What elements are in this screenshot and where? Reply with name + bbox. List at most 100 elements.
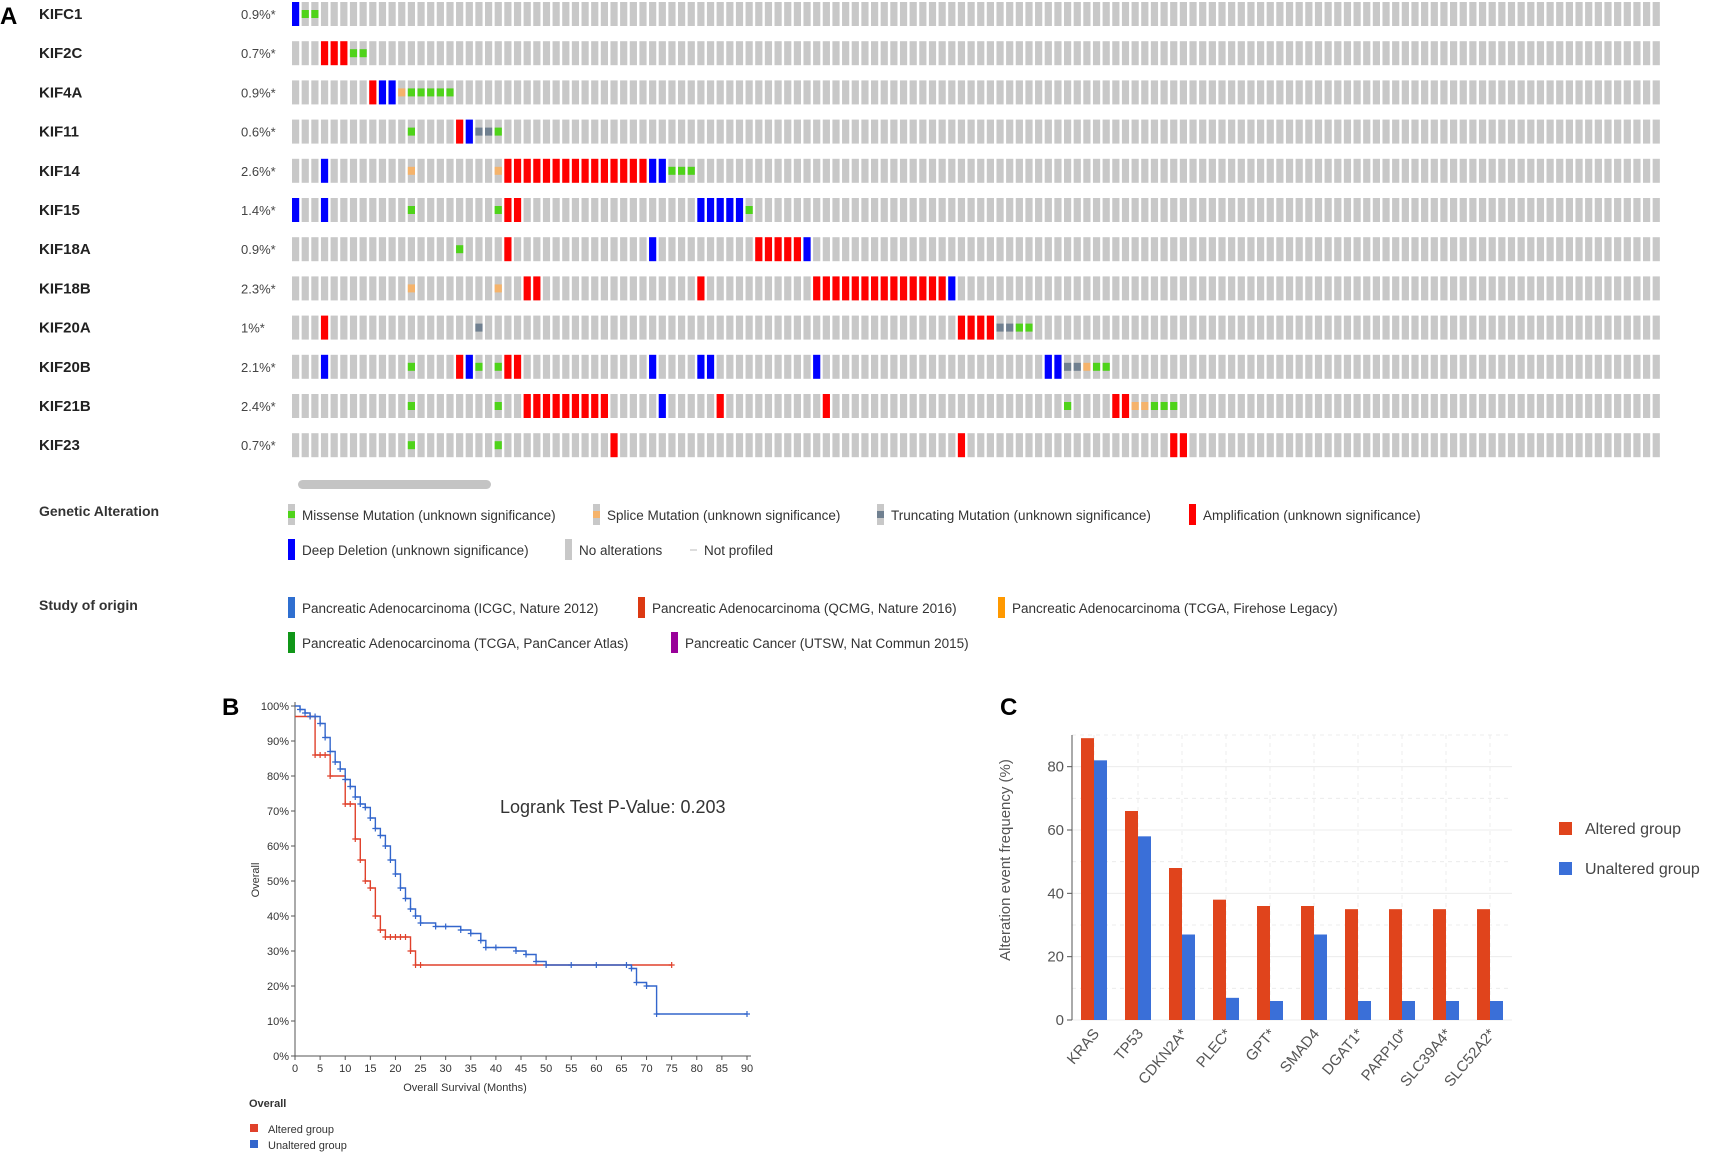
- onco-cell: [938, 433, 946, 458]
- onco-cell: [1334, 276, 1342, 301]
- onco-cell: [1083, 237, 1091, 262]
- genetic-alteration-legend: Genetic Alteration Missense Mutation (un…: [39, 503, 1421, 560]
- onco-cell: [1170, 158, 1178, 183]
- onco-cell: [1411, 433, 1419, 458]
- km-x-tick-label: 15: [364, 1063, 376, 1075]
- onco-cell: [1585, 198, 1593, 222]
- onco-cell: [1305, 276, 1313, 301]
- km-censor-mark: [407, 906, 414, 912]
- onco-cell: [899, 2, 908, 26]
- bar-category-label: GPT*: [1242, 1026, 1279, 1065]
- onco-cell: [629, 119, 637, 144]
- onco-cell: [803, 198, 811, 222]
- onco-cell: [417, 394, 425, 418]
- onco-cell: [726, 433, 734, 458]
- onco-cell: [1507, 158, 1516, 183]
- onco-cell: [340, 237, 348, 262]
- onco-cell: [552, 80, 560, 105]
- onco-cell: [1150, 80, 1159, 105]
- onco-cell: [417, 119, 425, 144]
- onco-cell: [793, 198, 801, 222]
- km-censor-mark: [387, 857, 394, 863]
- onco-cell: [1488, 276, 1496, 301]
- onco-cell: [1643, 276, 1651, 301]
- km-censor-mark: [367, 815, 374, 821]
- legend-study-1-label: Pancreatic Adenocarcinoma (ICGC, Nature …: [302, 601, 598, 616]
- onco-cell: [1363, 315, 1371, 340]
- km-x-tick-label: 60: [590, 1063, 602, 1075]
- onco-cell: [1430, 354, 1438, 379]
- onco-mark-truncating: [1064, 362, 1072, 371]
- onco-cell-amplification: [639, 158, 647, 183]
- onco-cell: [803, 80, 811, 105]
- onco-cell-amplification: [784, 237, 792, 262]
- onco-cell-amplification: [909, 276, 917, 301]
- onco-cell: [649, 41, 657, 66]
- onco-cell: [1025, 198, 1033, 222]
- onco-cell: [1314, 80, 1323, 105]
- onco-cell: [1218, 237, 1226, 262]
- onco-cell: [1575, 315, 1583, 340]
- onco-cell: [1218, 2, 1226, 26]
- onco-cell: [485, 276, 493, 301]
- onco-cell: [301, 119, 309, 144]
- onco-cell: [1324, 315, 1332, 340]
- onco-cell: [1430, 158, 1438, 183]
- onco-cell: [1006, 119, 1014, 144]
- onco-cell-amplification: [967, 315, 975, 340]
- onco-cell: [880, 198, 888, 222]
- onco-cell: [1556, 276, 1564, 301]
- onco-cell: [1633, 354, 1641, 379]
- onco-cell: [1237, 433, 1245, 458]
- onco-cell: [890, 237, 898, 262]
- onco-cell: [504, 276, 512, 301]
- onco-cell: [1285, 80, 1294, 105]
- onco-cell: [330, 315, 338, 340]
- onco-cell: [1015, 119, 1023, 144]
- onco-cell: [1006, 276, 1014, 301]
- onco-cell: [668, 80, 676, 105]
- onco-cell: [533, 41, 541, 66]
- onco-cell: [938, 158, 946, 183]
- onco-cell: [890, 198, 898, 222]
- onco-cell: [1073, 158, 1081, 183]
- onco-cell: [1430, 80, 1438, 105]
- bar-altered: [1213, 899, 1226, 1020]
- onco-cell: [552, 119, 560, 144]
- legend-study-3-label: Pancreatic Adenocarcinoma (TCGA, Firehos…: [1012, 601, 1338, 616]
- onco-cell: [822, 119, 830, 144]
- onco-cell: [340, 198, 348, 222]
- onco-cell: [1382, 315, 1390, 340]
- onco-cell: [1614, 276, 1622, 301]
- km-censor-mark: [317, 720, 324, 727]
- onco-cell: [427, 198, 435, 222]
- onco-cell: [1295, 2, 1303, 26]
- onco-cell: [1527, 276, 1535, 301]
- onco-cell: [764, 41, 773, 66]
- onco-cell: [1314, 394, 1323, 418]
- onco-cell: [1295, 315, 1303, 340]
- onco-cell: [1556, 237, 1564, 262]
- onco-cell: [436, 276, 444, 301]
- onco-cell: [1459, 433, 1467, 458]
- km-censor-mark: [342, 801, 349, 807]
- onco-cell-amplification: [774, 237, 782, 262]
- onco-cell: [1160, 80, 1168, 105]
- onco-cell-amplification: [764, 237, 773, 262]
- onco-cell: [1363, 119, 1371, 144]
- onco-cell: [948, 394, 956, 418]
- onco-cell: [1266, 276, 1274, 301]
- onco-cell: [542, 119, 551, 144]
- km-y-tick-label: 40%: [267, 911, 289, 923]
- onco-cell: [427, 354, 435, 379]
- km-censor-mark: [312, 752, 319, 758]
- onco-cell: [1575, 354, 1583, 379]
- onco-cell-amplification: [562, 394, 570, 418]
- onco-cell: [851, 41, 859, 66]
- onco-cell: [1054, 198, 1062, 222]
- onco-cell: [533, 354, 541, 379]
- oncoprint-scrollbar[interactable]: [298, 480, 491, 489]
- onco-mark-missense: [427, 88, 435, 97]
- onco-cell: [1507, 315, 1516, 340]
- onco-cell: [977, 394, 985, 418]
